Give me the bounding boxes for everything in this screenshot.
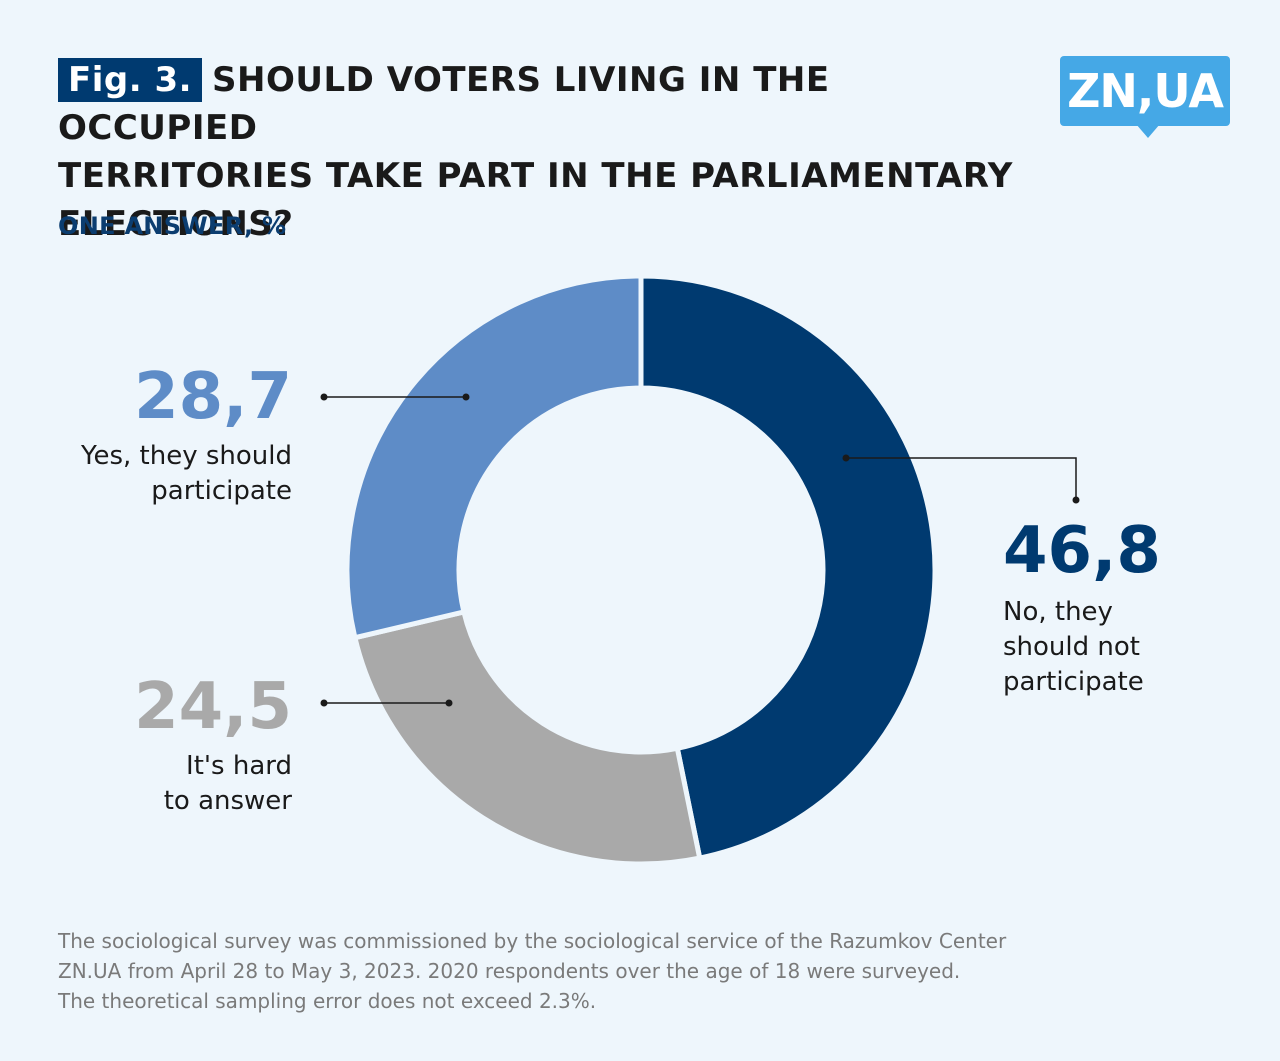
leader-dot-1-1 [445, 699, 453, 707]
footnote-line-3: The theoretical sampling error does not … [58, 989, 597, 1013]
category-label-1-line-0: It's hard [186, 751, 292, 781]
footnote-line-1: The sociological survey was commissioned… [58, 929, 1007, 953]
title-text-1: SHOULD VOTERS LIVING IN THE OCCUPIED [58, 60, 830, 148]
logo-speech-tail [1136, 124, 1160, 138]
category-label-0-line-2: participate [1003, 667, 1144, 697]
value-label-1: 24,5 [134, 670, 292, 744]
leader-lines [320, 393, 1080, 707]
category-label-2-line-0: Yes, they should [80, 441, 292, 471]
figure-label: Fig. 3. [58, 58, 203, 102]
donut-slice-2 [344, 273, 644, 641]
chart-header: Fig. 3. SHOULD VOTERS LIVING IN THE OCCUP… [58, 56, 1028, 248]
category-label-0-line-1: should not [1003, 632, 1140, 662]
leader-dot-0-0 [842, 454, 850, 462]
category-label-1-line-1: to answer [164, 786, 293, 816]
value-label-0: 46,8 [1003, 514, 1161, 588]
leader-dot-0-1 [1072, 496, 1080, 504]
category-label-0-line-0: No, they [1003, 597, 1113, 627]
leader-dot-1-0 [320, 699, 328, 707]
value-label-2: 28,7 [134, 360, 292, 434]
logo-text: ZN,UA [1067, 64, 1224, 118]
title-line-3: ELECTIONS? [58, 204, 294, 244]
slice-labels: 46,8 No, they should not participate 24,5 It'… [80, 360, 1161, 816]
leader-line-0 [846, 457, 1077, 500]
leader-dot-2-1 [462, 393, 470, 401]
chart-subtitle: ONE ANSWER, % [58, 212, 287, 240]
title-line-2: TERRITORIES TAKE PART IN THE PARLIAMENTA… [58, 156, 1013, 196]
leader-dot-2-0 [320, 393, 328, 401]
donut-slices [344, 273, 938, 867]
donut-slice-0 [638, 273, 938, 862]
title-line-1: Fig. 3. SHOULD VOTERS LIVING IN THE OCCUP… [58, 56, 1028, 152]
footnote-line-2: ZN.UA from April 28 to May 3, 2023. 2020… [58, 959, 961, 983]
logo-badge [1060, 56, 1230, 126]
donut-slice-1 [351, 608, 703, 867]
zn-ua-logo: ZN,UA [1060, 56, 1230, 138]
footnote: The sociological survey was commissioned… [58, 926, 1208, 1016]
category-label-2-line-1: participate [151, 476, 292, 506]
